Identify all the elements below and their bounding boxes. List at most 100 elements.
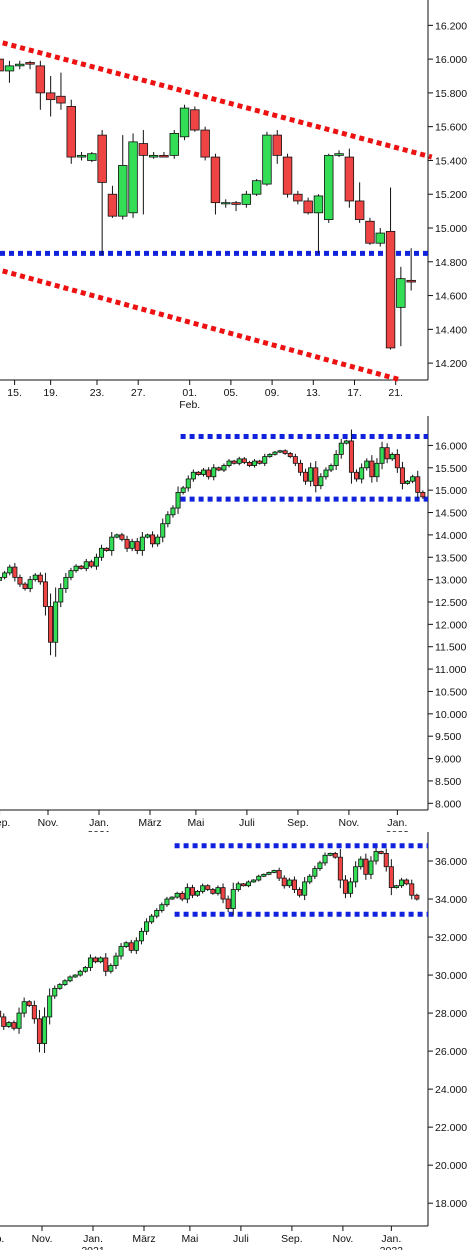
candle-up — [4, 65, 15, 72]
candle-down — [134, 541, 140, 551]
candle-up — [73, 565, 79, 572]
x-tick-label: 27. — [131, 387, 146, 399]
chart-daily-candlestick-bottom: 36.000 34.000 32.000 30.000 28.000 26.000 24.0… — [0, 832, 467, 1250]
candle-up — [374, 462, 380, 478]
candle-down — [287, 453, 293, 458]
candle-down — [66, 106, 76, 158]
candle-down — [385, 230, 396, 349]
candle-up — [129, 541, 135, 549]
candle-up — [312, 868, 318, 877]
candle-up — [322, 854, 328, 864]
candle-up — [63, 576, 69, 589]
candle-up — [164, 898, 170, 906]
candle-down — [200, 129, 210, 158]
candle-down — [363, 858, 369, 875]
x-tick-sublabel: 2021 — [81, 1245, 105, 1250]
candle-up — [236, 458, 242, 464]
candle-up — [327, 853, 333, 856]
y-tick-label: 11.500 — [435, 642, 466, 654]
x-tick-label: Sep. — [281, 1233, 303, 1245]
candle-down — [344, 156, 355, 202]
candle-up — [170, 507, 176, 516]
candle-down — [25, 62, 35, 65]
candle-up — [399, 879, 405, 887]
candle-up — [2, 572, 8, 578]
candle-up — [307, 875, 313, 883]
y-tick-label: 26.000 — [435, 1046, 467, 1058]
candle-up — [57, 984, 63, 989]
candle-up — [338, 442, 344, 455]
candle-up — [77, 970, 83, 976]
candle-up — [108, 965, 114, 972]
candle-up — [154, 910, 160, 917]
candle-up — [185, 478, 191, 489]
x-tick-label: 13. — [306, 387, 321, 399]
candle-down — [26, 1001, 32, 1006]
candle-down — [195, 471, 201, 475]
candle-up — [174, 892, 180, 898]
candle-up — [87, 957, 93, 968]
y-tick-label: 8.500 — [435, 776, 461, 788]
x-tick-label: 09. — [265, 387, 280, 399]
x-tick-label: März — [138, 817, 161, 829]
y-tick-label: 15.000 — [435, 485, 467, 497]
candle-up — [267, 453, 273, 458]
candle-down — [150, 534, 156, 545]
candle-up — [358, 858, 364, 868]
candle-up — [353, 866, 359, 883]
candle-up — [52, 987, 58, 997]
candle-up — [7, 566, 13, 574]
y-tick-label: 9.000 — [435, 754, 461, 766]
x-tick-label: Nov. — [32, 1233, 53, 1245]
candle-up — [318, 476, 324, 487]
candle-down — [415, 476, 421, 493]
y-tick-label: 14.800 — [435, 257, 467, 269]
candle-up — [323, 469, 329, 478]
y-tick-label: 16.200 — [435, 20, 467, 32]
candle-up — [72, 974, 78, 978]
candle-up — [261, 873, 267, 877]
candle-up — [6, 1022, 12, 1027]
candle-down — [394, 453, 400, 469]
candle-up — [67, 976, 73, 982]
candle-up — [118, 165, 128, 217]
y-tick-label: 22.000 — [435, 1122, 467, 1134]
candle-up — [83, 561, 89, 569]
x-tick-sublabel: 2022 — [380, 1245, 404, 1250]
candle-up — [200, 885, 206, 892]
candle-down — [35, 65, 46, 94]
x-tick-label: Sep. — [0, 1233, 4, 1245]
candle-up — [368, 860, 374, 875]
y-tick-label: 14.400 — [435, 324, 467, 336]
candle-up — [169, 133, 179, 156]
candle-up — [169, 896, 175, 900]
y-tick-label: 15.600 — [435, 122, 467, 134]
candle-down — [56, 95, 66, 104]
candle-down — [159, 154, 169, 158]
x-tick-label: 15. — [7, 387, 22, 399]
y-tick-label: 16.000 — [435, 440, 467, 452]
chart-intraday-candlestick: 16.20016.00015.80015.60015.40015.20015.0… — [0, 0, 467, 411]
candle-down — [388, 866, 394, 889]
y-tick-label: 10.000 — [435, 709, 467, 721]
candle-down — [406, 279, 416, 283]
candle-up — [32, 574, 38, 581]
candle-up — [148, 154, 159, 158]
x-tick-label: Nov. — [38, 817, 59, 829]
candle-down — [78, 565, 84, 569]
candle-down — [292, 456, 298, 464]
candle-up — [155, 536, 161, 545]
candle-down — [0, 1010, 2, 1018]
candle-up — [16, 1012, 22, 1029]
lower-trend-line — [0, 267, 402, 383]
candle-up — [215, 887, 221, 894]
candle-down — [231, 202, 241, 205]
y-tick-label: 24.000 — [435, 1084, 467, 1096]
candle-down — [119, 534, 125, 540]
y-tick-label: 14.200 — [435, 358, 467, 370]
x-tick-label: 21. — [388, 387, 403, 399]
candle-down — [303, 200, 313, 214]
candle-down — [17, 576, 23, 585]
candle-up — [109, 536, 115, 551]
candle-down — [189, 887, 195, 896]
